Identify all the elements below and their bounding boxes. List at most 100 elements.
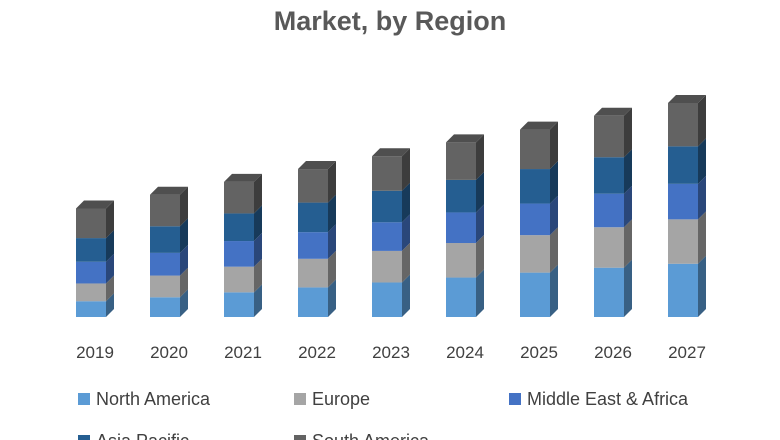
bar-segment-2021-middle-east-africa: [224, 233, 262, 267]
bar-2022-asia-pacific: [298, 202, 328, 233]
legend-item-asia-pacific: Asia Pacific: [78, 431, 189, 440]
bar-stack-2027: [668, 94, 706, 317]
bar-segment-2026-asia-pacific: [594, 149, 632, 194]
bar-side-2023-south-america: [402, 148, 410, 191]
bar-2020-asia-pacific: [150, 226, 180, 253]
bar-segment-2022-asia-pacific: [298, 194, 336, 233]
bar-top-2024: [446, 134, 484, 143]
bar-2022-south-america: [298, 169, 328, 203]
bar-2021-asia-pacific: [224, 213, 254, 242]
legend-swatch-europe: [294, 393, 306, 405]
bar-stack-2025: [520, 121, 558, 317]
bar-side-2027-north-america: [698, 255, 706, 317]
bar-segment-2022-south-america: [298, 161, 336, 203]
bar-segment-2023-south-america: [372, 148, 410, 191]
x-tick-label-2019: 2019: [76, 343, 114, 362]
bar-2023-europe: [372, 250, 402, 283]
bar-2024-middle-east-africa: [446, 212, 476, 244]
bar-2019-north-america: [76, 301, 106, 317]
bar-2022-middle-east-africa: [298, 232, 328, 259]
bar-segment-2022-europe: [298, 250, 336, 288]
bar-top-2025: [520, 121, 558, 130]
bar-2025-north-america: [520, 272, 550, 317]
bar-segment-2022-middle-east-africa: [298, 224, 336, 259]
bar-segment-2019-north-america: [76, 293, 114, 317]
bar-top-2023: [372, 148, 410, 157]
bar-2020-south-america: [150, 194, 180, 227]
legend-label-middle-east-africa: Middle East & Africa: [527, 389, 689, 409]
bar-2026-south-america: [594, 115, 624, 158]
bar-segment-2027-middle-east-africa: [668, 175, 706, 220]
bar-top-2026: [594, 107, 632, 116]
legend-swatch-north-america: [78, 393, 90, 405]
bar-segment-2026-north-america: [594, 259, 632, 317]
bar-side-2021-asia-pacific: [254, 205, 262, 242]
x-tick-label-2026: 2026: [594, 343, 632, 362]
x-tick-label-2020: 2020: [150, 343, 188, 362]
bar-side-2019-north-america: [106, 293, 114, 317]
bar-top-2021: [224, 173, 262, 182]
bar-side-2019-south-america: [106, 200, 114, 239]
bar-segment-2023-europe: [372, 242, 410, 283]
bar-side-2023-north-america: [402, 274, 410, 317]
bar-side-2024-europe: [476, 235, 484, 278]
bar-segment-2025-north-america: [520, 264, 558, 317]
bar-side-2022-south-america: [328, 161, 336, 203]
bar-segment-2022-north-america: [298, 279, 336, 317]
bar-side-2022-middle-east-africa: [328, 224, 336, 259]
bar-segment-2020-asia-pacific: [150, 218, 188, 253]
bar-segment-2024-europe: [446, 235, 484, 278]
bar-top-2019: [76, 200, 114, 209]
x-tick-label-2025: 2025: [520, 343, 558, 362]
bar-2020-europe: [150, 275, 180, 298]
bar-side-2024-middle-east-africa: [476, 204, 484, 244]
bar-side-2023-europe: [402, 242, 410, 283]
bar-side-2020-asia-pacific: [180, 218, 188, 253]
bar-2027-north-america: [668, 263, 698, 317]
bar-2026-middle-east-africa: [594, 193, 624, 228]
bar-2023-south-america: [372, 156, 402, 191]
x-tick-label-2024: 2024: [446, 343, 484, 362]
bar-side-2019-middle-east-africa: [106, 253, 114, 284]
bar-segment-2021-north-america: [224, 284, 262, 317]
bar-2025-south-america: [520, 129, 550, 170]
bar-top-2027: [668, 94, 706, 103]
bar-side-2026-south-america: [624, 107, 632, 158]
bar-2023-asia-pacific: [372, 190, 402, 223]
bar-side-2024-south-america: [476, 134, 484, 180]
bar-side-2027-europe: [698, 211, 706, 264]
bar-segment-2027-europe: [668, 211, 706, 264]
bar-2025-asia-pacific: [520, 169, 550, 204]
bar-side-2022-asia-pacific: [328, 194, 336, 233]
bar-2027-south-america: [668, 102, 698, 147]
bar-segment-2019-asia-pacific: [76, 230, 114, 262]
legend-item-europe: Europe: [294, 389, 370, 409]
bar-2019-asia-pacific: [76, 238, 106, 262]
bar-2027-middle-east-africa: [668, 183, 698, 220]
bar-side-2025-south-america: [550, 121, 558, 170]
bar-segment-2019-middle-east-africa: [76, 253, 114, 284]
legend-swatch-south-america: [294, 435, 306, 440]
bar-segment-2027-asia-pacific: [668, 138, 706, 184]
bar-side-2022-europe: [328, 250, 336, 288]
bar-stack-2023: [372, 148, 410, 317]
bar-side-2025-asia-pacific: [550, 161, 558, 204]
bar-side-2021-middle-east-africa: [254, 233, 262, 267]
chart-title: Market, by Region: [273, 6, 507, 36]
bar-2021-south-america: [224, 181, 254, 214]
bar-2021-middle-east-africa: [224, 241, 254, 267]
bar-2027-asia-pacific: [668, 146, 698, 184]
bar-2024-asia-pacific: [446, 179, 476, 213]
bar-side-2020-middle-east-africa: [180, 244, 188, 276]
bar-2021-north-america: [224, 292, 254, 317]
bar-segment-2027-north-america: [668, 255, 706, 317]
bar-segment-2021-south-america: [224, 173, 262, 214]
bar-side-2027-south-america: [698, 94, 706, 147]
bar-2026-north-america: [594, 267, 624, 317]
legend-swatch-middle-east-africa: [509, 393, 521, 405]
bar-2021-europe: [224, 266, 254, 293]
bar-2019-middle-east-africa: [76, 261, 106, 284]
bar-segment-2019-europe: [76, 275, 114, 302]
bar-side-2026-middle-east-africa: [624, 185, 632, 228]
